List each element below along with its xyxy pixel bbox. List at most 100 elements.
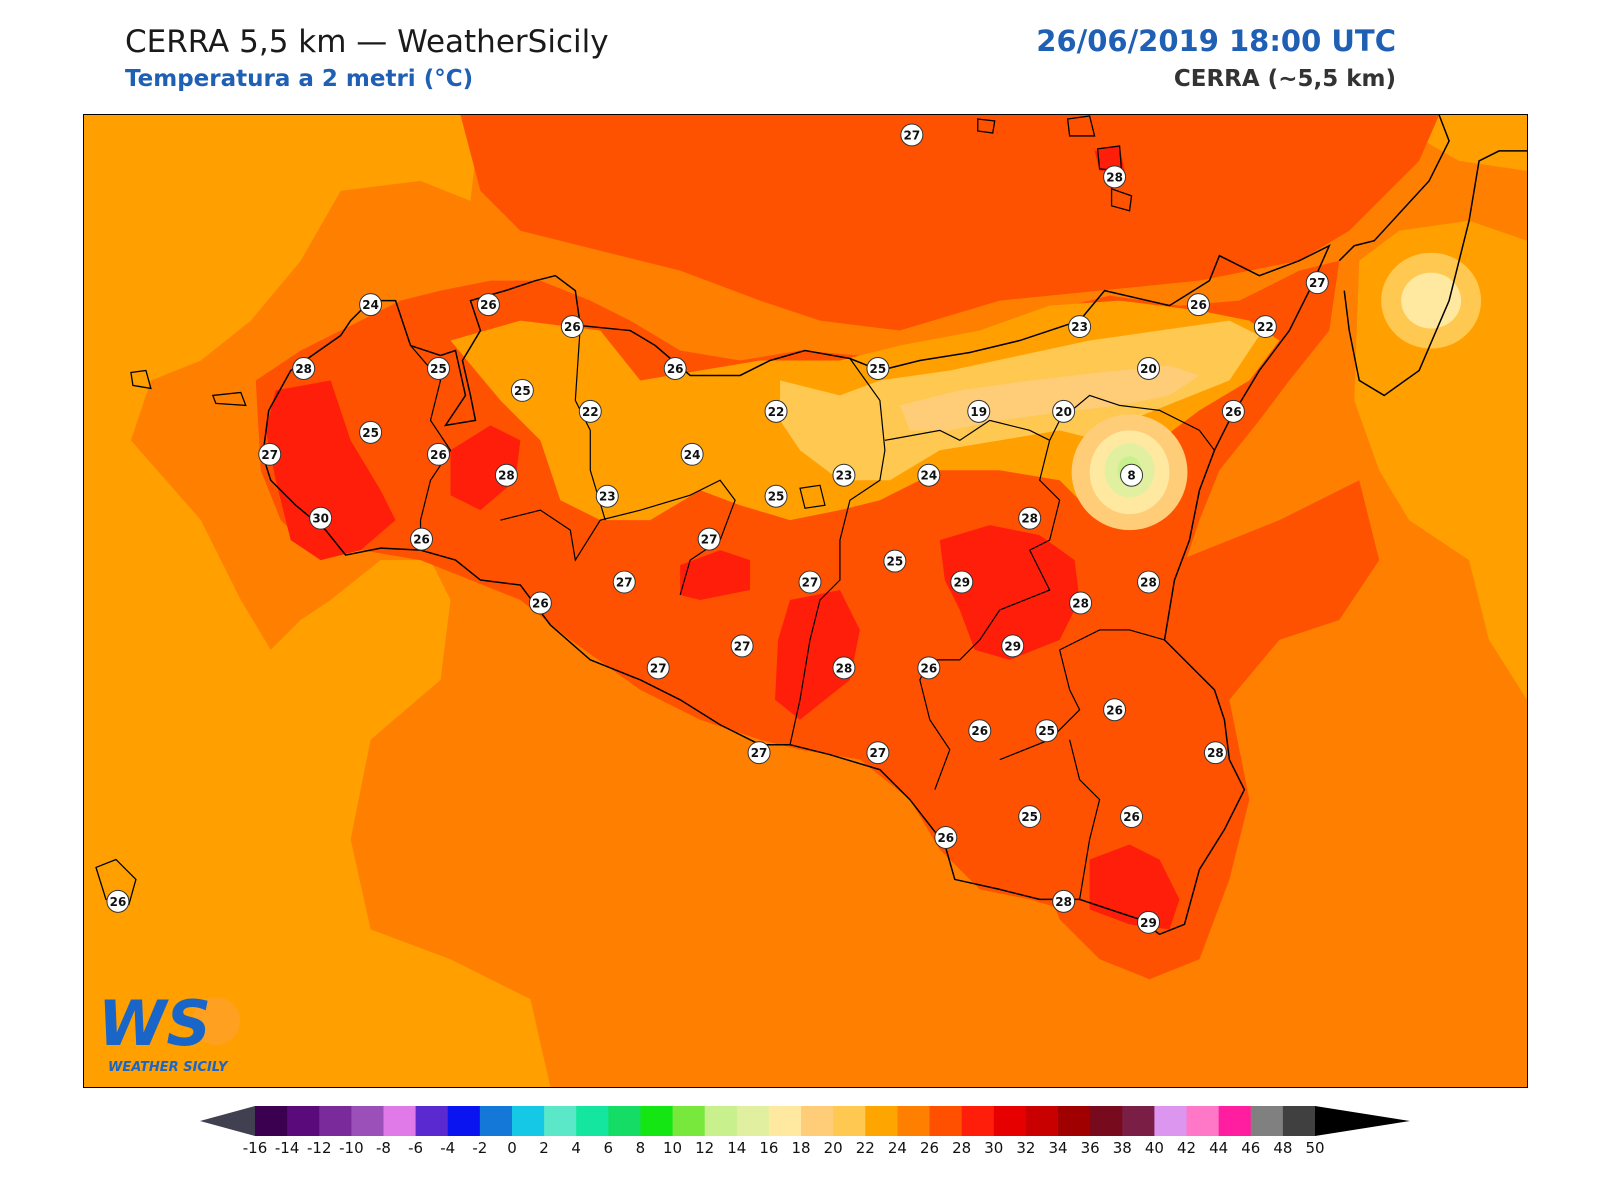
map-title: CERRA 5,5 km — WeatherSicily bbox=[125, 24, 609, 60]
colorbar-swatch bbox=[1154, 1106, 1188, 1136]
station-marker: 28 bbox=[1137, 570, 1161, 594]
colorbar-swatch bbox=[255, 1106, 288, 1136]
station-value: 25 bbox=[514, 384, 531, 398]
station-circle bbox=[106, 889, 130, 913]
station-value: 23 bbox=[1071, 320, 1088, 334]
station-marker: 25 bbox=[359, 420, 383, 444]
station-circle bbox=[1137, 357, 1161, 380]
station-value: 25 bbox=[870, 362, 887, 376]
colorbar-tick-label: 50 bbox=[1305, 1139, 1325, 1157]
station-circle bbox=[798, 570, 822, 594]
station-value: 27 bbox=[751, 746, 768, 760]
colorbar-tick-label: 46 bbox=[1241, 1139, 1261, 1157]
station-marker: 23 bbox=[1068, 315, 1092, 339]
colorbar-swatch bbox=[672, 1106, 706, 1136]
station-marker: 28 bbox=[292, 357, 316, 380]
station-value: 24 bbox=[920, 469, 937, 483]
island-marettimo bbox=[130, 369, 152, 390]
station-marker: 30 bbox=[309, 506, 333, 530]
colorbar-tick-label: -12 bbox=[306, 1139, 332, 1157]
station-marker: 19 bbox=[967, 399, 991, 423]
station-marker: 23 bbox=[595, 484, 619, 508]
station-circle bbox=[917, 656, 941, 680]
station-circle bbox=[1137, 570, 1161, 594]
station-marker: 26 bbox=[427, 442, 450, 466]
island-alicudi bbox=[977, 118, 996, 134]
colorbar-swatch bbox=[929, 1106, 963, 1136]
station-marker: 25 bbox=[427, 357, 450, 380]
station-circle bbox=[832, 463, 856, 487]
colorbar-high-arrow bbox=[1315, 1106, 1410, 1136]
station-circle bbox=[494, 463, 518, 487]
colorbar-low-arrow bbox=[200, 1106, 255, 1136]
station-value: 26 bbox=[564, 320, 581, 334]
station-marker: 28 bbox=[1069, 591, 1093, 615]
colorbar-swatch bbox=[544, 1106, 577, 1136]
station-marker: 28 bbox=[1018, 506, 1042, 530]
hot-caltanissetta bbox=[680, 550, 751, 601]
station-circle bbox=[764, 484, 788, 508]
colorbar-swatch bbox=[576, 1106, 609, 1136]
colorbar-tick-label: 22 bbox=[855, 1139, 875, 1157]
colorbar-tick-label: 20 bbox=[823, 1139, 843, 1157]
station-marker: 25 bbox=[883, 549, 907, 573]
station-circle bbox=[1253, 315, 1277, 339]
station-value: 24 bbox=[684, 448, 701, 462]
station-marker: 28 bbox=[832, 656, 856, 680]
station-value: 26 bbox=[110, 895, 127, 909]
colorbar-tick-label: 4 bbox=[571, 1139, 581, 1157]
station-value: 27 bbox=[1309, 276, 1326, 290]
station-circle bbox=[646, 656, 670, 680]
station-marker: 27 bbox=[612, 570, 636, 594]
station-marker: 27 bbox=[866, 741, 890, 765]
station-circle bbox=[1221, 399, 1245, 423]
colorbar-tick-label: 26 bbox=[919, 1139, 940, 1157]
station-circle bbox=[917, 463, 941, 487]
colorbar-tick-label: 24 bbox=[887, 1139, 907, 1157]
colorbar-tick-label: -16 bbox=[242, 1139, 268, 1157]
station-marker: 27 bbox=[1305, 271, 1329, 295]
colorbar-tick-label: 10 bbox=[663, 1139, 683, 1157]
colorbar-tick-label: -6 bbox=[408, 1139, 424, 1157]
colorbar-swatch bbox=[704, 1106, 738, 1136]
station-circle bbox=[359, 420, 383, 444]
colorbar-tick-label: -2 bbox=[472, 1139, 488, 1157]
station-marker: 28 bbox=[1203, 741, 1227, 765]
station-marker: 26 bbox=[968, 719, 992, 743]
border-enna-catania bbox=[884, 419, 1061, 790]
station-marker: 25 bbox=[510, 378, 534, 402]
sicily-coastline bbox=[261, 244, 1331, 936]
station-circle bbox=[410, 527, 434, 551]
island-salina bbox=[1066, 115, 1096, 137]
station-circle bbox=[697, 527, 721, 551]
station-value: 19 bbox=[970, 405, 987, 419]
station-value: 26 bbox=[413, 533, 430, 547]
colorbar-swatch bbox=[736, 1106, 770, 1136]
station-circle bbox=[292, 357, 316, 380]
hot-aeolian bbox=[1094, 145, 1125, 171]
weather-sicily-logo: WS WEATHER SICILY bbox=[98, 987, 240, 1075]
station-value: 26 bbox=[1106, 703, 1123, 717]
station-value: 26 bbox=[667, 362, 684, 376]
station-value: 28 bbox=[1140, 576, 1157, 590]
station-circle bbox=[1069, 591, 1093, 615]
station-value: 26 bbox=[532, 596, 549, 610]
station-circle bbox=[560, 315, 584, 339]
station-value: 27 bbox=[261, 448, 278, 462]
station-marker: 22 bbox=[764, 399, 788, 423]
colorbar-swatch bbox=[1058, 1106, 1091, 1136]
station-value: 28 bbox=[1072, 596, 1089, 610]
station-marker: 29 bbox=[1001, 634, 1025, 658]
colorbar-swatch bbox=[1186, 1106, 1220, 1136]
colorbar-tick-label: 42 bbox=[1176, 1139, 1197, 1157]
station-marker: 26 bbox=[410, 527, 434, 551]
station-value: 26 bbox=[430, 448, 447, 462]
station-value: 29 bbox=[1140, 916, 1157, 930]
colorbar-tick-label: 18 bbox=[791, 1139, 811, 1157]
colorbar-swatch bbox=[1282, 1106, 1316, 1136]
station-circle bbox=[1120, 463, 1144, 487]
station-marker: 26 bbox=[1103, 698, 1127, 722]
station-value: 27 bbox=[650, 661, 667, 675]
model-name: CERRA (~5,5 km) bbox=[1173, 66, 1396, 92]
station-value: 26 bbox=[1123, 810, 1140, 824]
